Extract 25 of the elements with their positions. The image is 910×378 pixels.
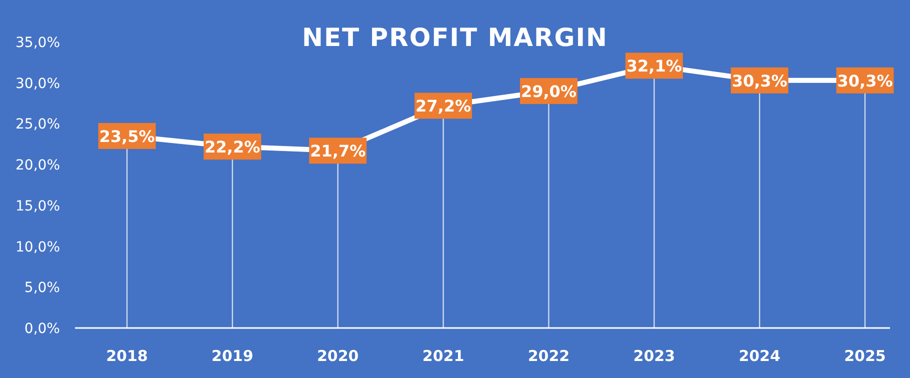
data-label: 30,3% bbox=[837, 71, 893, 90]
y-tick-label: 15,0% bbox=[16, 198, 60, 214]
data-label: 27,2% bbox=[416, 96, 472, 116]
data-label: 32,1% bbox=[626, 56, 682, 76]
chart-title: NET PROFIT MARGIN bbox=[302, 23, 608, 52]
y-tick-label: 20,0% bbox=[16, 158, 60, 174]
y-tick-label: 10,0% bbox=[16, 239, 60, 256]
x-tick-label: 2020 bbox=[316, 347, 359, 365]
x-tick-label: 2018 bbox=[106, 347, 148, 365]
x-tick-label: 2023 bbox=[633, 347, 676, 365]
x-tick-label: 2022 bbox=[528, 347, 570, 365]
y-tick-label: 5,0% bbox=[24, 280, 60, 296]
y-tick-label: 35,0% bbox=[16, 35, 60, 51]
x-tick-label: 2021 bbox=[422, 347, 464, 365]
x-tick-label: 2019 bbox=[212, 347, 254, 365]
data-label: 30,3% bbox=[732, 71, 788, 90]
x-tick-label: 2025 bbox=[844, 347, 886, 365]
y-tick-label: 0,0% bbox=[24, 321, 60, 337]
data-label: 23,5% bbox=[99, 126, 155, 146]
data-label: 22,2% bbox=[204, 138, 260, 157]
y-tick-label: 25,0% bbox=[16, 116, 60, 133]
x-tick-label: 2024 bbox=[738, 347, 780, 365]
y-tick-label: 30,0% bbox=[16, 76, 60, 92]
data-label: 21,7% bbox=[310, 142, 366, 161]
data-label: 29,0% bbox=[520, 82, 576, 102]
